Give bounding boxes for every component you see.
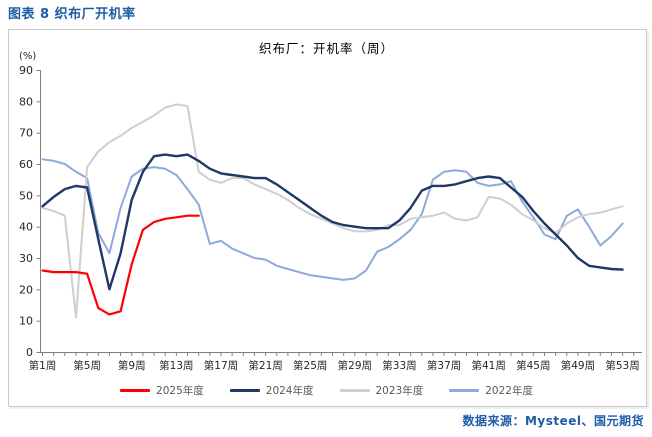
x-axis-tick-label: 第45周 <box>516 359 550 372</box>
x-axis-tick-label: 第17周 <box>204 359 238 372</box>
legend-item-2025年度: 2025年度 <box>120 383 204 398</box>
x-axis-tick-label: 第37周 <box>427 359 461 372</box>
x-axis-tick-label: 第29周 <box>338 359 372 372</box>
legend-label: 2024年度 <box>265 385 314 397</box>
legend-swatch <box>229 389 260 392</box>
x-axis: 第1周 第5周 第9周 第13周 第17周 第21周 第25周 第29周 第33周 第37周 第41… <box>29 352 640 372</box>
y-axis-tick-label: 50 <box>19 189 33 202</box>
legend-item-2023年度: 2023年度 <box>339 383 424 398</box>
legend: 2025年度 2024年度 2023年度 2022年度 <box>8 383 645 398</box>
y-axis-tick-label: 30 <box>19 252 33 265</box>
data-source: 数据来源：Mysteel、国元期货 <box>462 414 644 428</box>
x-axis-tick-label: 第13周 <box>159 359 193 372</box>
x-axis-tick-label: 第1周 <box>29 359 57 372</box>
y-axis-tick-label: 90 <box>19 64 33 77</box>
legend-item-2024年度: 2024年度 <box>229 383 314 398</box>
y-axis-tick-label: 20 <box>19 283 33 296</box>
legend-swatch <box>449 389 480 392</box>
x-axis-tick-label: 第5周 <box>73 359 101 372</box>
x-axis-tick-label: 第21周 <box>248 359 282 372</box>
legend-label: 2025年度 <box>156 385 204 397</box>
y-axis: 0 10 20 30 40 50 60 70 80 90 <box>19 64 41 359</box>
x-axis-tick-label: 第53周 <box>605 359 639 372</box>
y-axis-tick-label: 60 <box>19 158 33 171</box>
legend-label: 2022年度 <box>485 385 533 397</box>
y-axis-tick-label: 10 <box>19 315 33 328</box>
chart-title: 织布厂：开机率（周） <box>258 41 394 56</box>
legend-swatch <box>339 389 370 392</box>
legend-swatch <box>120 389 151 392</box>
series-line-2025年度 <box>41 214 200 316</box>
x-axis-tick-label: 第49周 <box>561 359 595 372</box>
y-axis-tick-label: 40 <box>19 221 33 234</box>
x-axis-tick-label: 第41周 <box>472 359 506 372</box>
x-axis-tick-label: 第33周 <box>382 359 416 372</box>
y-axis-unit-label: (%) <box>19 51 37 62</box>
series-line-2022年度 <box>41 158 624 281</box>
series-line-2024年度 <box>41 153 624 291</box>
y-axis-tick-label: 80 <box>19 95 33 108</box>
y-axis-tick-label: 70 <box>19 127 33 140</box>
legend-item-2022年度: 2022年度 <box>449 383 533 398</box>
axes <box>40 70 642 353</box>
figure-title: 图表 8 织布厂开机率 <box>8 7 136 22</box>
y-axis-tick-label: 0 <box>26 346 33 359</box>
x-axis-tick-label: 第25周 <box>293 359 327 372</box>
series-line-2023年度 <box>41 103 624 319</box>
legend-label: 2023年度 <box>375 385 424 397</box>
x-axis-tick-label: 第9周 <box>118 359 146 372</box>
